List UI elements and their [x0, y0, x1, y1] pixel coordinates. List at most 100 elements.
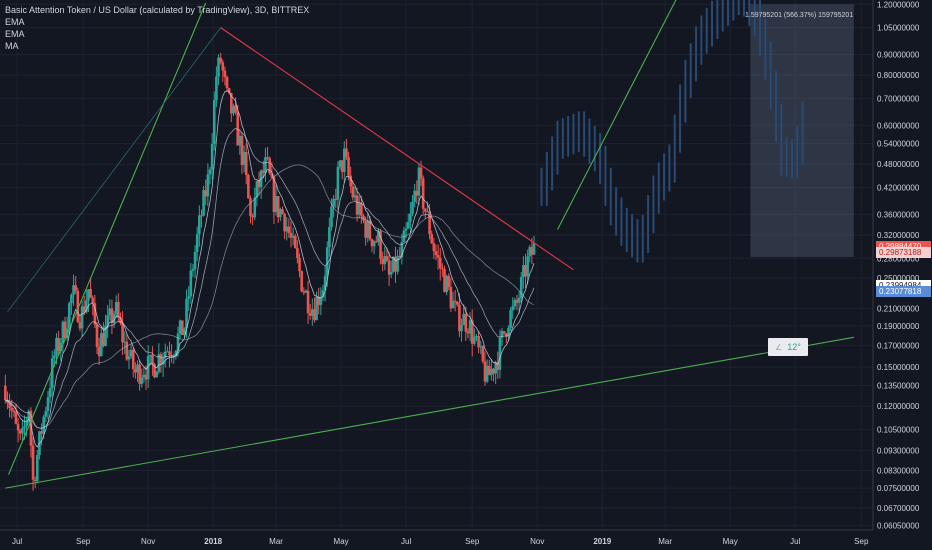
candle-body: [153, 364, 156, 378]
candle-body: [319, 297, 323, 305]
price-tick-label: 1.05000000: [877, 24, 920, 33]
candle-body: [234, 105, 237, 113]
candle-body: [483, 361, 487, 382]
candle-body: [475, 335, 478, 337]
candle-body: [74, 285, 77, 291]
candle-body: [330, 206, 333, 228]
candle-body: [117, 302, 120, 318]
price-tag: 0.23994984: [876, 279, 931, 291]
candle-body: [61, 321, 65, 343]
candle-body: [285, 226, 289, 232]
projected-bar: [737, 0, 740, 16]
projected-bar: [583, 111, 586, 157]
candle-body: [302, 291, 306, 293]
projected-bar: [716, 0, 719, 39]
candle-body: [332, 198, 335, 207]
candle-body: [470, 320, 474, 344]
projected-bar: [759, 0, 762, 57]
candle-body: [392, 256, 395, 272]
price-tick-label: 0.70000000: [877, 94, 920, 103]
time-tick-label: Sep: [854, 537, 869, 546]
candle-body: [185, 298, 188, 329]
price-tick-label: 0.13500000: [877, 382, 920, 391]
candle-body: [487, 365, 491, 376]
time-tick-label: 2018: [204, 537, 222, 546]
candle-body: [87, 289, 90, 301]
candle-body: [63, 321, 67, 339]
price-tick-label: 0.60000000: [877, 121, 920, 130]
moving-average-line: [5, 127, 535, 429]
candle-body: [492, 368, 495, 374]
candle-body: [522, 265, 525, 277]
candle-body: [419, 167, 423, 179]
candle-body: [161, 357, 165, 365]
candle-body: [138, 364, 141, 384]
projected-bar: [556, 120, 559, 175]
candle-body: [8, 402, 11, 408]
time-tick-label: Mar: [269, 537, 283, 546]
candle-body: [50, 358, 54, 389]
time-tick-label: May: [723, 537, 738, 546]
candle-body: [308, 313, 312, 316]
candle-body: [168, 351, 171, 356]
candle-body: [426, 211, 429, 213]
price-tick-label: 0.36000000: [877, 210, 920, 219]
candle-body: [445, 275, 448, 293]
candle-body: [526, 256, 529, 277]
price-tick-label: 0.21000000: [877, 304, 920, 313]
projected-bar: [801, 101, 804, 165]
support-trendline: [8, 2, 207, 475]
price-tick-label: 0.07500000: [877, 484, 920, 493]
projected-bar: [657, 162, 660, 214]
candle-body: [398, 256, 402, 258]
candle-body: [455, 301, 459, 305]
candle-body: [27, 410, 31, 421]
candle-body: [206, 174, 210, 197]
trend-angle-label[interactable]: ∠ 12°: [768, 338, 808, 356]
projected-bar: [572, 113, 575, 155]
candle-body: [293, 235, 297, 248]
projected-bar: [641, 214, 644, 263]
projected-bar: [673, 114, 676, 183]
ma-label[interactable]: MA: [5, 41, 19, 51]
candle-body: [502, 331, 506, 334]
candle-body: [323, 275, 327, 291]
price-tick-label: 0.06700000: [877, 504, 920, 513]
candle-body: [360, 202, 363, 216]
candle-body: [336, 166, 340, 200]
time-tick-label: Sep: [465, 537, 480, 546]
candle-body: [112, 313, 116, 324]
candle-body: [473, 336, 476, 344]
candle-body: [253, 197, 257, 218]
time-tick-label: Sep: [76, 537, 91, 546]
candle-body: [351, 186, 355, 198]
candle-body: [424, 208, 427, 212]
candle-body: [36, 455, 39, 482]
candle-body: [515, 299, 519, 303]
candle-body: [55, 338, 58, 356]
candle-body: [298, 258, 301, 272]
candle-body: [166, 351, 169, 353]
candle-body: [490, 368, 493, 376]
price-tick-label: 0.90000000: [877, 51, 920, 60]
price-tick-label: 0.32000000: [877, 231, 920, 240]
time-tick-label: Jul: [790, 537, 800, 546]
projected-bar: [748, 0, 751, 27]
ema-slow-label[interactable]: EMA: [5, 29, 25, 39]
candle-body: [434, 251, 438, 256]
price-tick-label: 0.42000000: [877, 184, 920, 193]
ema-fast-label[interactable]: EMA: [5, 17, 25, 27]
candle-body: [70, 294, 73, 304]
projected-bar: [551, 136, 554, 191]
candle-body: [532, 243, 536, 255]
candle-body: [306, 290, 310, 314]
candle-body: [144, 374, 148, 380]
candle-body: [511, 306, 515, 311]
candle-body: [208, 169, 212, 175]
projected-bar: [796, 126, 799, 179]
candle-body: [328, 227, 331, 248]
price-tag: 0.23077818: [876, 286, 931, 298]
projected-bar: [780, 104, 783, 176]
candle-body: [479, 346, 483, 348]
